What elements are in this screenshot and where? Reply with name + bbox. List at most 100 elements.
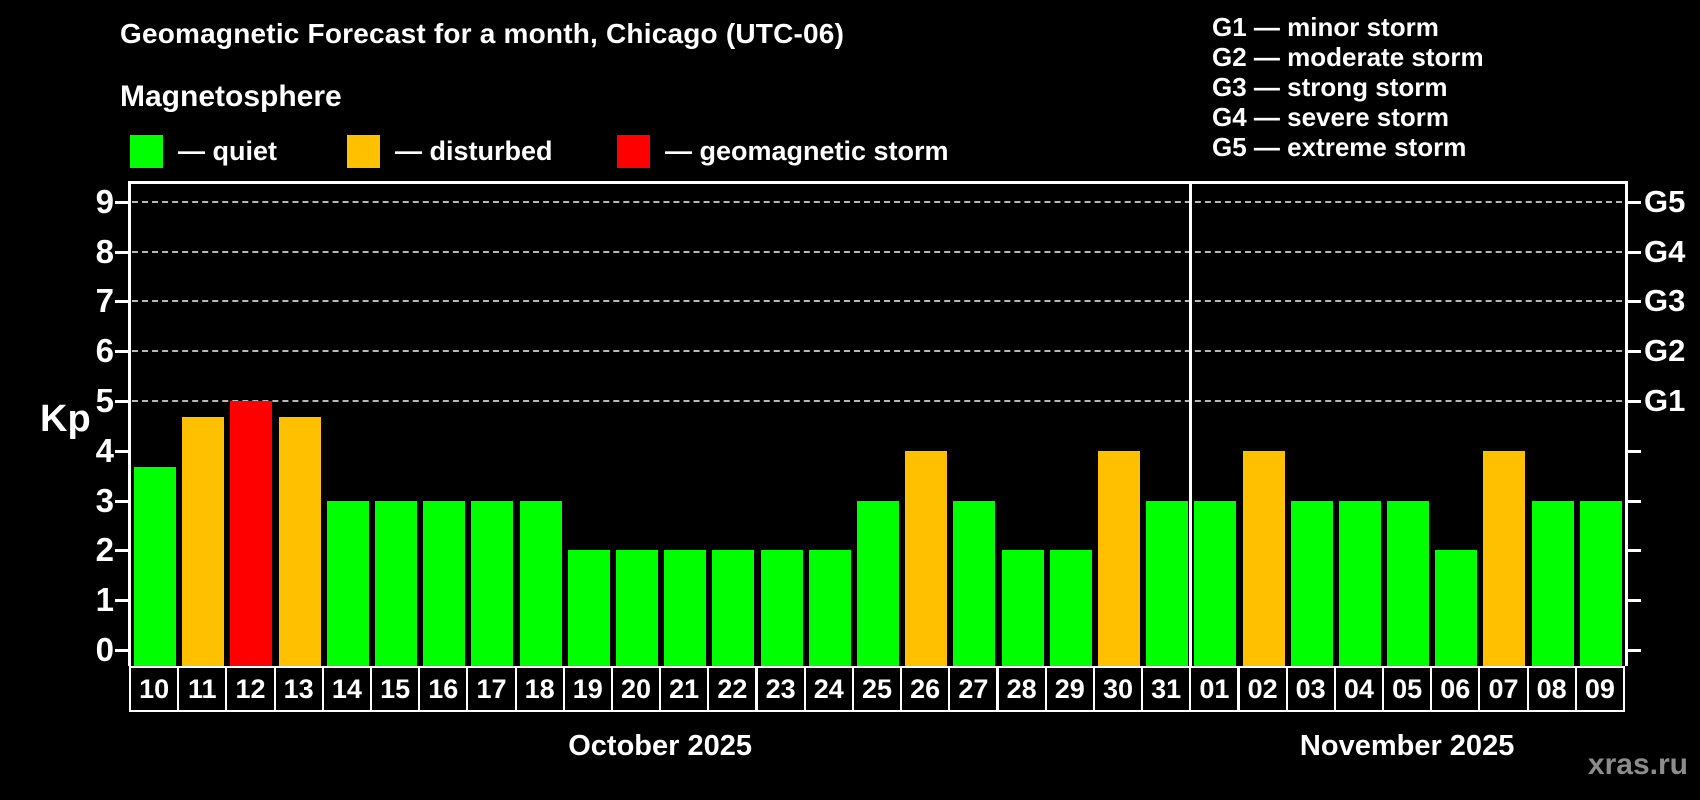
date-cell-18: 18: [514, 666, 565, 712]
storm-scale-line-g2: G2 — moderate storm: [1212, 42, 1484, 72]
kp-bar-30: [1097, 450, 1140, 666]
legend-label-quiet: — quiet: [178, 136, 277, 166]
right-tick-7: [1628, 300, 1641, 304]
y-tick-9: [115, 200, 128, 204]
legend-label-disturbed: — disturbed: [395, 136, 553, 166]
date-cell-05: 05: [1382, 666, 1433, 712]
kp-bar-08: [1531, 500, 1574, 666]
kp-bar-28: [1001, 550, 1044, 666]
storm-scale-line-g4: G4 — severe storm: [1212, 102, 1450, 132]
legend-item-storm: — geomagnetic storm: [617, 135, 949, 168]
y-tick-label-0: 0: [95, 631, 114, 668]
gridline-kp9: [132, 200, 1622, 203]
kp-bar-31: [1146, 500, 1189, 666]
magnetosphere-label: Magnetosphere: [120, 80, 342, 113]
y-tick-7: [115, 300, 128, 304]
right-axis-line: [1625, 181, 1628, 666]
month-label-november: November 2025: [1299, 730, 1515, 762]
legend-item-quiet: — quiet: [130, 135, 430, 168]
date-cell-23: 23: [755, 666, 806, 712]
kp-bar-10: [134, 467, 176, 666]
y-tick-6: [115, 350, 128, 354]
date-cell-13: 13: [273, 666, 324, 712]
right-tick-8: [1628, 250, 1641, 254]
y-tick-label-7: 7: [95, 282, 114, 320]
date-cell-30: 30: [1092, 666, 1144, 712]
y-tick-5: [115, 400, 128, 403]
right-tick-0: [1628, 649, 1641, 652]
date-cell-15: 15: [370, 666, 421, 712]
y-tick-label-1: 1: [95, 581, 114, 619]
kp-bar-26: [905, 450, 948, 666]
right-tick-3: [1628, 499, 1641, 503]
date-cell-10: 10: [129, 666, 180, 712]
legend-label-storm: — geomagnetic storm: [665, 136, 949, 166]
y-tick-label-6: 6: [95, 332, 114, 370]
kp-bar-17: [471, 500, 514, 666]
kp-bar-12: [230, 401, 273, 666]
date-cell-29: 29: [1044, 666, 1095, 712]
kp-bar-01: [1194, 500, 1237, 666]
g-scale-label-g2: G2: [1644, 333, 1686, 369]
chart-title: Geomagnetic Forecast for a month, Chicag…: [120, 18, 845, 49]
date-cell-08: 08: [1526, 666, 1577, 712]
date-cell-04: 04: [1333, 666, 1384, 712]
g-scale-label-g3: G3: [1644, 283, 1686, 319]
g-scale-label-g5: G5: [1644, 183, 1686, 219]
y-axis-title: Kp: [40, 398, 91, 440]
gridline-kp5: [132, 400, 1622, 402]
quiet-color-swatch-icon: [130, 135, 163, 168]
y-tick-label-4: 4: [95, 431, 114, 469]
kp-bar-22: [712, 550, 755, 666]
date-cell-07: 07: [1478, 666, 1529, 712]
y-tick-label-2: 2: [95, 531, 114, 569]
kp-bar-19: [567, 550, 610, 666]
y-tick-label-9: 9: [95, 182, 114, 220]
gridline-kp6: [132, 350, 1622, 353]
kp-bar-27: [953, 500, 996, 666]
kp-bar-09: [1579, 500, 1622, 666]
date-cell-14: 14: [321, 666, 372, 712]
y-tick-label-5: 5: [95, 382, 114, 419]
kp-bar-06: [1435, 550, 1478, 666]
kp-bar-18: [519, 500, 562, 666]
kp-bar-05: [1387, 500, 1429, 666]
kp-bar-15: [375, 500, 417, 666]
kp-bar-04: [1338, 500, 1381, 666]
y-tick-2: [115, 549, 128, 553]
date-cell-03: 03: [1285, 666, 1336, 712]
kp-bar-29: [1049, 550, 1092, 666]
watermark: xras.ru: [1587, 748, 1688, 781]
right-tick-5: [1628, 400, 1641, 403]
right-tick-6: [1628, 350, 1641, 354]
month-separator-line: [1188, 183, 1192, 666]
kp-bar-14: [326, 500, 369, 666]
storm-scale-line-g3: G3 — strong storm: [1212, 72, 1448, 102]
date-cell-25: 25: [851, 666, 903, 712]
date-cell-01: 01: [1189, 666, 1240, 712]
right-tick-1: [1628, 599, 1641, 603]
date-cell-26: 26: [900, 666, 951, 712]
date-cell-22: 22: [707, 666, 758, 712]
right-tick-2: [1628, 549, 1641, 553]
storm-scale-legend: G1 — minor storm G2 — moderate storm G3 — …: [1212, 12, 1484, 162]
kp-bar-24: [808, 550, 851, 666]
y-tick-1: [115, 599, 128, 603]
date-cell-02: 02: [1237, 666, 1288, 712]
y-axis-line: [128, 181, 131, 666]
date-cell-17: 17: [466, 666, 517, 712]
date-cell-16: 16: [418, 666, 469, 712]
kp-bar-07: [1483, 450, 1526, 666]
kp-bar-13: [278, 417, 321, 666]
date-cell-24: 24: [803, 666, 854, 712]
date-cell-28: 28: [996, 666, 1047, 712]
gridline-kp7: [132, 300, 1622, 303]
storm-scale-line-g5: G5 — extreme storm: [1212, 132, 1467, 162]
kp-bar-02: [1242, 450, 1285, 666]
date-cell-11: 11: [177, 666, 228, 712]
date-cell-20: 20: [610, 666, 662, 712]
date-cell-21: 21: [659, 666, 710, 712]
date-cell-27: 27: [948, 666, 999, 712]
date-cell-06: 06: [1430, 666, 1481, 712]
